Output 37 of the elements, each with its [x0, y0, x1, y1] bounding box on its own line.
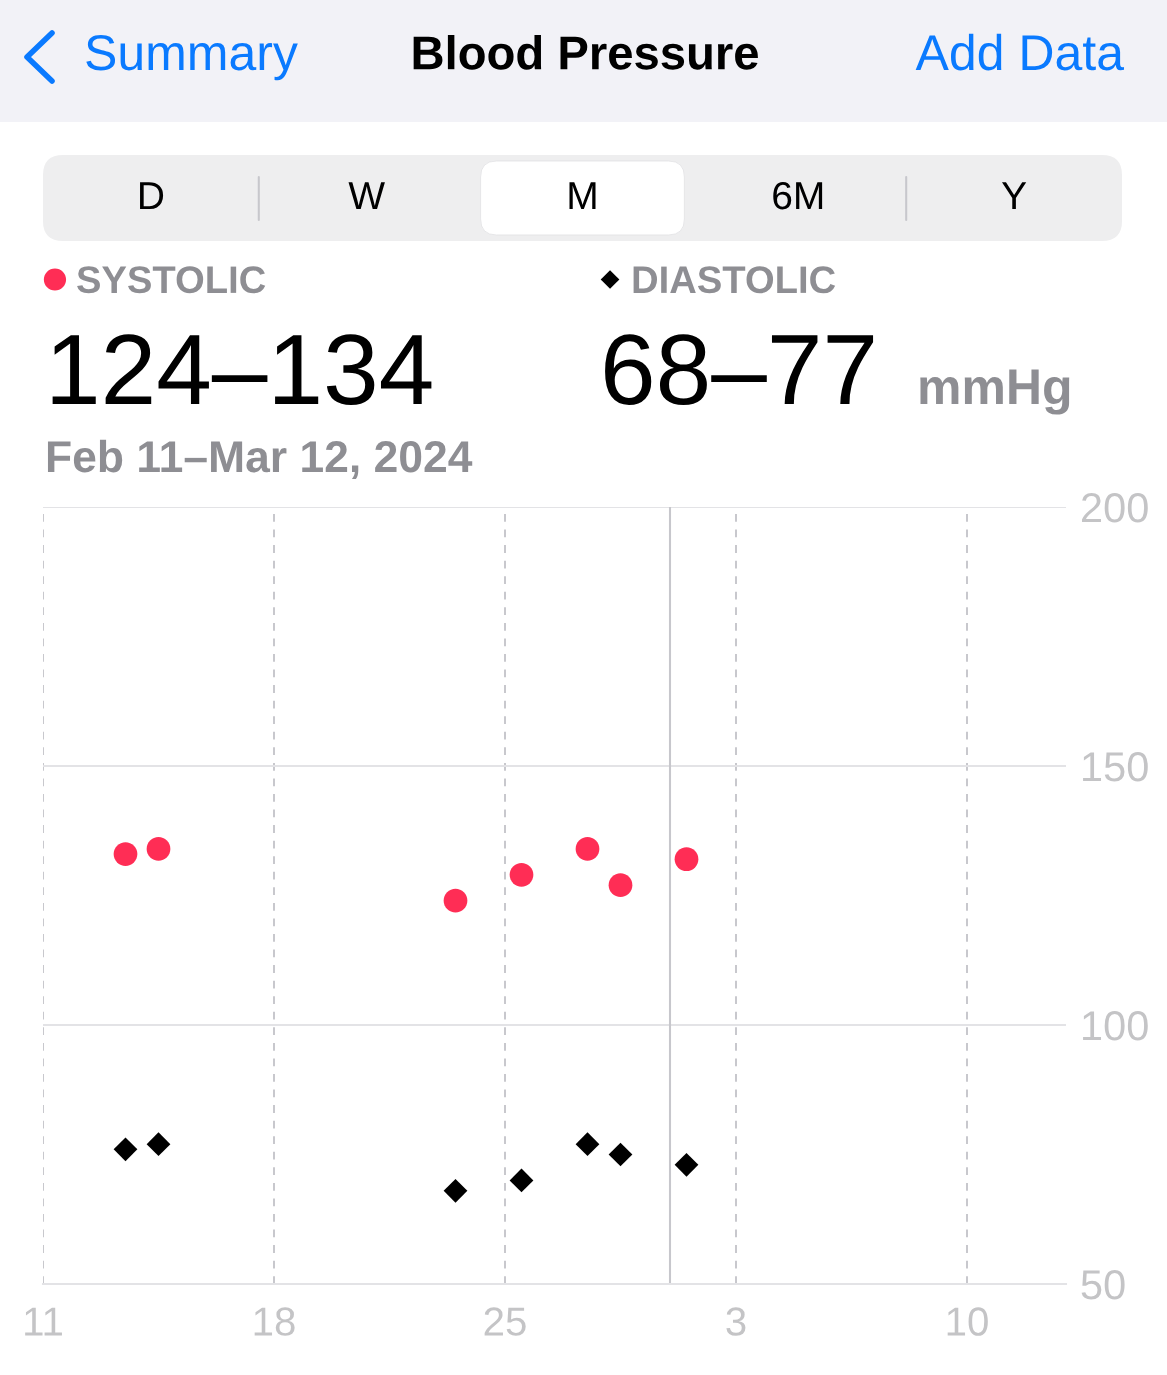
point [146, 1132, 171, 1157]
text: Y [1001, 182, 1027, 210]
text: 6M [773, 181, 823, 210]
text: Summary [86, 35, 298, 81]
x-tick-label: 18 [254, 1307, 295, 1336]
text: Add Data [915, 33, 1125, 71]
point [674, 1152, 699, 1177]
point [608, 1142, 633, 1167]
y-tick-label: 50 [1081, 1270, 1125, 1300]
point [575, 1132, 600, 1157]
point [674, 847, 699, 872]
text: M [569, 182, 596, 210]
chart-title: Blood Pressure [413, 34, 758, 70]
y-tick-label: 150 [1083, 752, 1148, 782]
point [509, 862, 534, 887]
point [146, 837, 171, 861]
legend-label: DIASTOLIC [633, 266, 836, 294]
text: W [348, 182, 385, 210]
point [509, 1168, 534, 1193]
point [443, 888, 468, 913]
x-tick-label: 3 [726, 1307, 746, 1336]
x-tick-label: 25 [484, 1307, 526, 1336]
text: 124–134 [52, 334, 432, 405]
point [113, 842, 138, 866]
point [113, 1137, 138, 1162]
text: mmHg [920, 369, 1070, 415]
point [443, 1178, 468, 1203]
text: 68–77 [605, 334, 874, 405]
point [608, 873, 633, 898]
y-tick-label: 200 [1081, 493, 1148, 523]
y-tick-label: 100 [1083, 1011, 1148, 1041]
chart-subtitle: Feb 11–Mar 12, 2024 [47, 439, 473, 479]
point [575, 837, 600, 861]
legend-label: SYSTOLIC [77, 266, 266, 294]
x-tick-label: 11 [25, 1307, 62, 1336]
text: D [140, 182, 164, 210]
x-tick-label: 10 [947, 1307, 988, 1336]
